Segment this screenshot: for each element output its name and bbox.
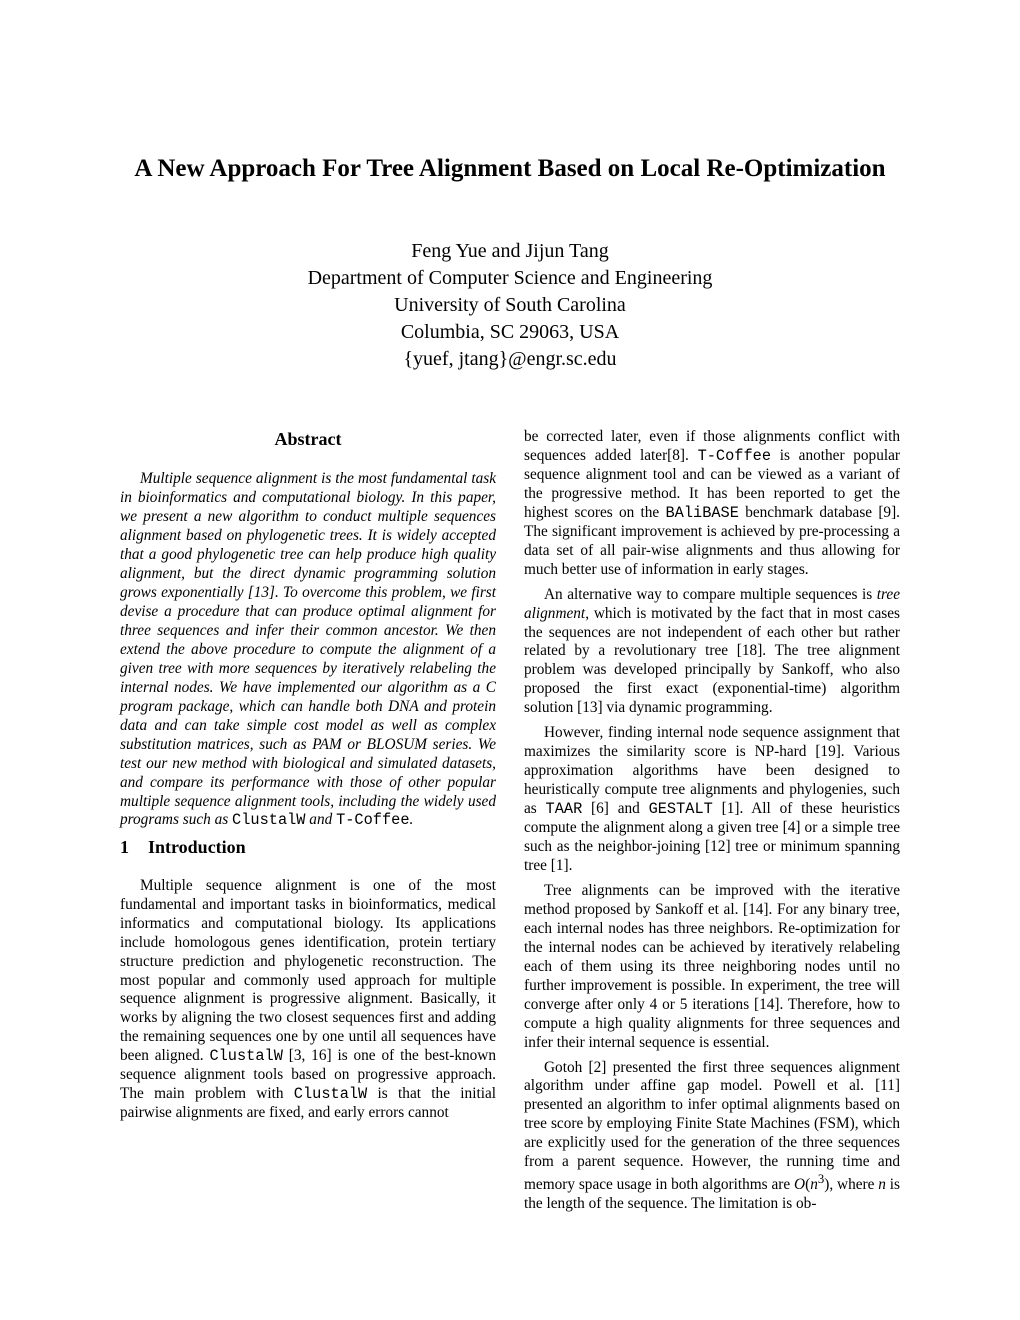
author-email: {yuef, jtang}@engr.sc.edu [120, 346, 900, 373]
section-title: Introduction [148, 837, 246, 857]
intro-para-right-1: be corrected later, even if those alignm… [524, 428, 900, 580]
right-column: be corrected later, even if those alignm… [524, 428, 900, 1220]
author-address: Columbia, SC 29063, USA [120, 319, 900, 346]
left-column: Abstract Multiple sequence alignment is … [120, 428, 496, 1220]
two-column-layout: Abstract Multiple sequence alignment is … [120, 428, 900, 1220]
intro-para-right-5: Gotoh [2] presented the first three sequ… [524, 1059, 900, 1215]
intro-para-right-2: An alternative way to compare multiple s… [524, 586, 900, 719]
author-univ: University of South Carolina [120, 292, 900, 319]
paper-title: A New Approach For Tree Alignment Based … [120, 155, 900, 183]
intro-para-left: Multiple sequence alignment is one of th… [120, 877, 496, 1123]
section-number: 1 [120, 836, 148, 858]
paper-page: A New Approach For Tree Alignment Based … [0, 0, 1020, 1320]
abstract-heading: Abstract [120, 428, 496, 450]
author-names: Feng Yue and Jijun Tang [120, 238, 900, 265]
author-block: Feng Yue and Jijun Tang Department of Co… [120, 238, 900, 373]
intro-para-right-3: However, finding internal node sequence … [524, 724, 900, 876]
abstract-body: Multiple sequence alignment is the most … [120, 470, 496, 830]
section-heading-intro: 1Introduction [120, 836, 496, 858]
intro-para-right-4: Tree alignments can be improved with the… [524, 882, 900, 1053]
author-dept: Department of Computer Science and Engin… [120, 265, 900, 292]
